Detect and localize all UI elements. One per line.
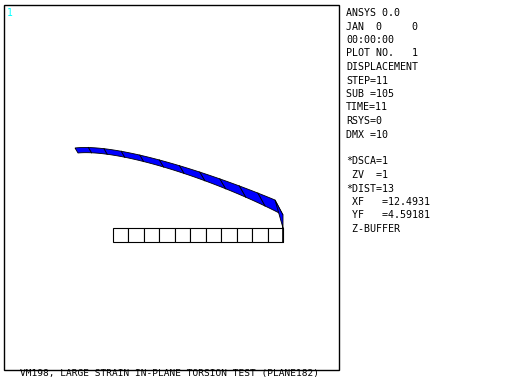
Text: STEP=11: STEP=11 — [346, 75, 388, 85]
Bar — [175, 228, 190, 242]
Text: RSYS=0: RSYS=0 — [346, 116, 382, 126]
Text: XF   =12.4931: XF =12.4931 — [346, 197, 430, 207]
Text: VM198, LARGE STRAIN IN-PLANE TORSION TEST (PLANE182): VM198, LARGE STRAIN IN-PLANE TORSION TES… — [20, 369, 320, 378]
Text: PLOT NO.   1: PLOT NO. 1 — [346, 49, 418, 59]
Bar — [129, 228, 144, 242]
Polygon shape — [275, 200, 283, 242]
Bar — [206, 228, 221, 242]
Bar — [4, 5, 339, 370]
Polygon shape — [75, 147, 283, 215]
Text: Z-BUFFER: Z-BUFFER — [346, 224, 400, 234]
Text: 1: 1 — [7, 8, 13, 18]
Text: JAN  0     0: JAN 0 0 — [346, 21, 418, 31]
Bar — [144, 228, 160, 242]
Bar — [113, 228, 129, 242]
Bar — [221, 228, 237, 242]
Bar — [252, 228, 268, 242]
Text: SUB =105: SUB =105 — [346, 89, 394, 99]
Bar — [160, 228, 175, 242]
Bar — [237, 228, 252, 242]
Text: TIME=11: TIME=11 — [346, 103, 388, 113]
Text: 00:00:00: 00:00:00 — [346, 35, 394, 45]
Text: *DIST=13: *DIST=13 — [346, 183, 394, 193]
Text: DISPLACEMENT: DISPLACEMENT — [346, 62, 418, 72]
Bar — [268, 228, 283, 242]
Text: ANSYS 0.0: ANSYS 0.0 — [346, 8, 400, 18]
Text: ZV  =1: ZV =1 — [346, 170, 388, 180]
Bar — [190, 228, 206, 242]
Text: *DSCA=1: *DSCA=1 — [346, 157, 388, 167]
Text: DMX =10: DMX =10 — [346, 129, 388, 139]
Text: YF   =4.59181: YF =4.59181 — [346, 211, 430, 221]
